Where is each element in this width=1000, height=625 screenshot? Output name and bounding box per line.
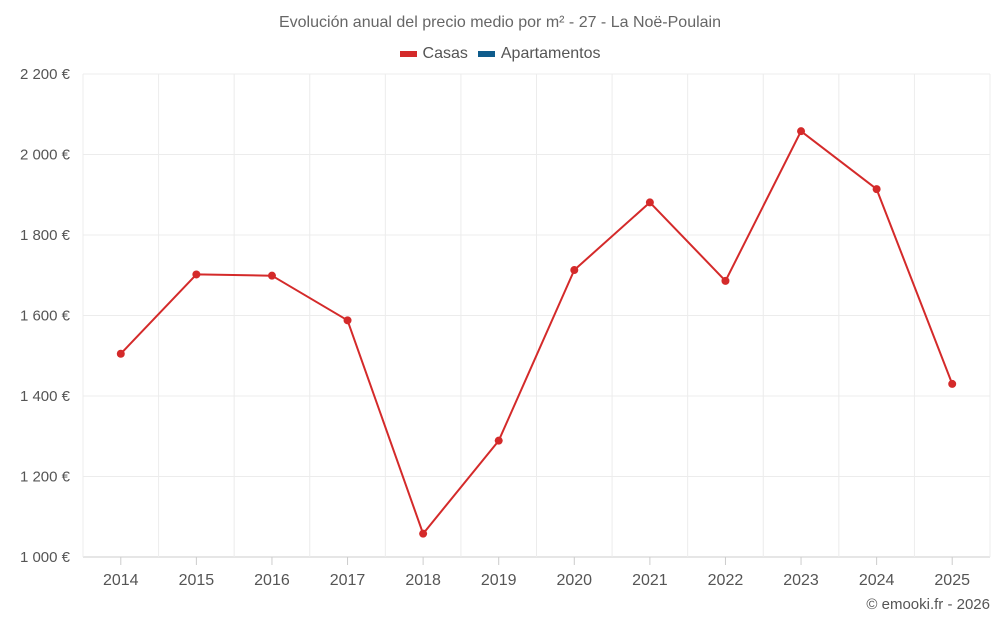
- data-point-casas-2019: [494, 436, 503, 445]
- data-point-casas-2016: [267, 271, 276, 280]
- y-tick-label: 1 000 €: [20, 549, 71, 566]
- x-tick-label: 2023: [783, 572, 819, 589]
- data-point-casas-2021: [645, 198, 654, 207]
- data-point-casas-2014: [116, 349, 125, 358]
- data-point-casas-2015: [192, 270, 201, 279]
- legend-item-casas[interactable]: Casas: [399, 45, 468, 63]
- data-point-casas-2017: [343, 316, 352, 325]
- x-tick-label: 2018: [405, 572, 441, 589]
- data-point-casas-2025: [948, 379, 957, 388]
- data-point-casas-2022: [721, 276, 730, 285]
- chart-title: Evolución anual del precio medio por m² …: [278, 14, 721, 31]
- copyright-credit: © emooki.fr - 2026: [866, 596, 990, 613]
- x-axis: 2014 2015 2016 2017 2018 2019 2020 2021 2022 2023…: [103, 557, 970, 589]
- data-point-casas-2018: [419, 529, 428, 538]
- x-tick-label: 2021: [632, 572, 668, 589]
- y-tick-label: 1 400 €: [20, 388, 71, 405]
- data-point-casas-2023: [797, 127, 806, 136]
- x-tick-label: 2025: [934, 572, 970, 589]
- y-tick-label: 1 800 €: [20, 227, 71, 244]
- x-tick-label: 2024: [859, 572, 895, 589]
- data-point-casas-2020: [570, 266, 579, 275]
- x-tick-label: 2014: [103, 572, 139, 589]
- y-tick-label: 1 200 €: [20, 469, 71, 486]
- x-tick-label: 2022: [708, 572, 744, 589]
- legend-item-apartamentos[interactable]: Apartamentos: [477, 45, 601, 63]
- x-tick-label: 2016: [254, 572, 290, 589]
- x-tick-label: 2019: [481, 572, 517, 589]
- data-point-casas-2024: [872, 185, 881, 194]
- y-tick-label: 2 200 €: [20, 66, 71, 83]
- legend-swatch-casas: [399, 51, 417, 57]
- grid-lines: [82, 73, 991, 558]
- x-tick-label: 2015: [179, 572, 215, 589]
- legend-label-casas: Casas: [422, 45, 468, 62]
- y-axis: 1 000 € 1 200 € 1 400 € 1 600 € 1 800 € 2 000…: [20, 66, 71, 566]
- y-tick-label: 1 600 €: [20, 308, 71, 325]
- y-tick-label: 2 000 €: [20, 147, 71, 164]
- x-tick-label: 2017: [330, 572, 366, 589]
- series-line-casas: [120, 130, 954, 535]
- x-tick-label: 2020: [556, 572, 592, 589]
- legend: Casas Apartamentos: [0, 45, 1000, 63]
- series-layer: [116, 127, 957, 538]
- legend-label-apartamentos: Apartamentos: [500, 45, 601, 62]
- legend-swatch-apartamentos: [477, 51, 495, 57]
